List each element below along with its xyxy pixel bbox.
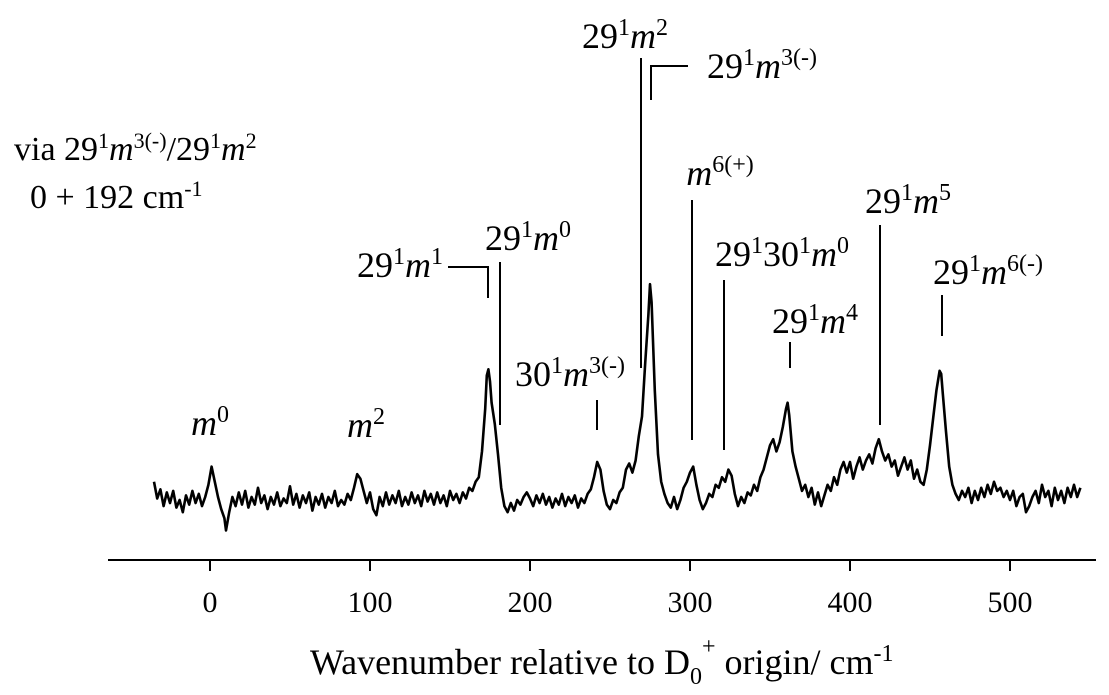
peak-marker-29-1-m1: [448, 266, 489, 298]
x-tick-label-0: 0: [203, 586, 218, 619]
condition-line-2: 0 + 192 cm-1: [30, 176, 203, 216]
peak-label-29-1-m2: 291m2: [582, 15, 668, 56]
x-tick-label-100: 100: [348, 586, 393, 619]
x-axis-title: Wavenumber relative to D0+ origin/ cm-1: [310, 634, 893, 690]
peak-label-m2: m2: [347, 404, 385, 445]
peak-label-29-1-m3: 291m3(-): [707, 45, 817, 86]
peak-label-m6plus: m6(+): [686, 152, 754, 193]
peak-label-29-1-m6minus: 291m6(-): [933, 251, 1043, 292]
peak-label-29-1-30-1-m0: 291301m0: [715, 233, 849, 274]
spectrum-trace: [152, 282, 1082, 532]
peak-marker-29-1-m3: [650, 65, 688, 100]
peak-label-30-1-m3: 301m3(-): [515, 353, 625, 394]
x-tick-label-400: 400: [828, 586, 873, 619]
peak-label-29-1-m0: 291m0: [485, 217, 571, 258]
peak-label-29-1-m5: 291m5: [865, 180, 951, 221]
x-tick-label-200: 200: [508, 586, 553, 619]
x-tick-label-500: 500: [988, 586, 1033, 619]
x-tick-group: 0 100 200 300 400 500: [203, 560, 1033, 619]
peak-label-29-1-m4: 291m4: [772, 300, 858, 341]
peak-annotation-group: m0 m2 291m1 291m0 301m3(-) 291m2 291m3(-) m6(+)…: [191, 15, 1043, 450]
peak-label-29-1-m1: 291m1: [357, 244, 443, 285]
peak-label-m0: m0: [191, 402, 229, 443]
condition-line-1: via 291m3(-)/291m2: [14, 128, 257, 168]
x-tick-label-300: 300: [668, 586, 713, 619]
